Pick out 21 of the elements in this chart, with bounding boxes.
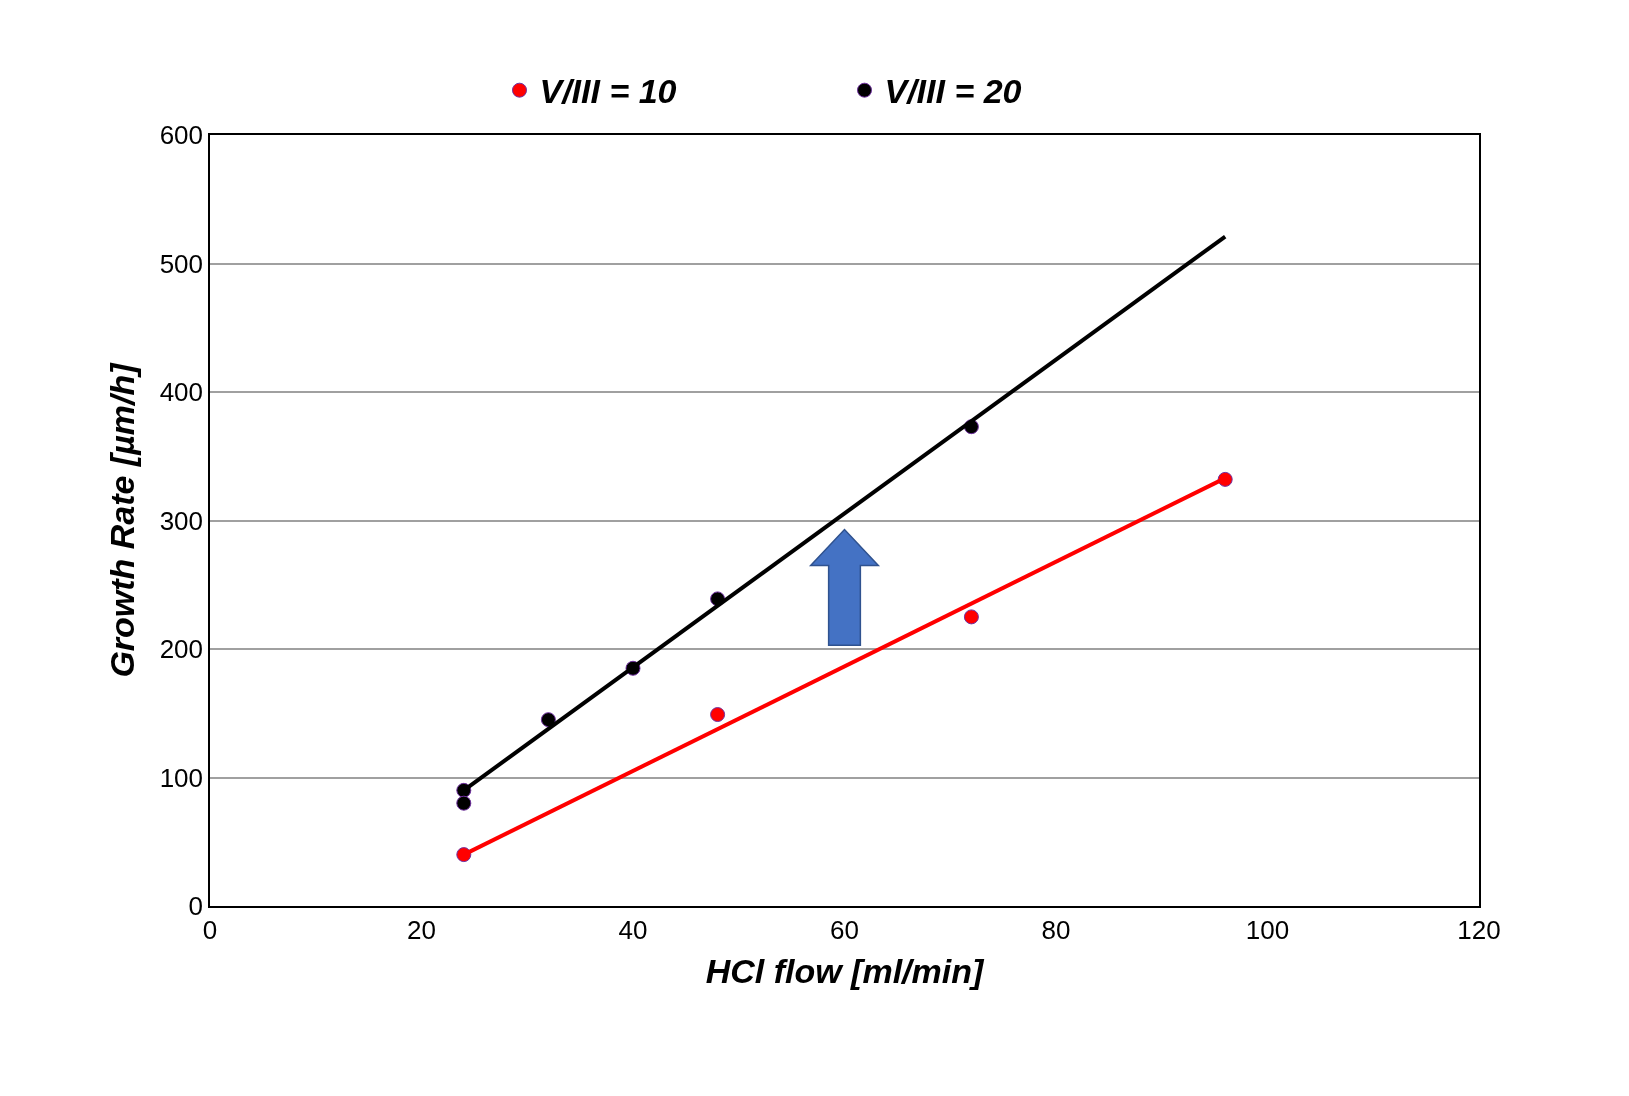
y-tick-label: 0 [188, 891, 204, 922]
x-axis-title: HCl flow [ml/min] [705, 951, 985, 990]
y-tick-label: 300 [159, 505, 204, 536]
x-tick-label: 100 [1245, 914, 1290, 945]
y-tick-label: 400 [159, 377, 204, 408]
point [456, 795, 472, 811]
point [963, 609, 979, 625]
x-tick-label: 60 [830, 914, 859, 945]
y-tick-label: 200 [159, 634, 204, 665]
y-tick-label: 100 [159, 762, 204, 793]
y-axis-title: Growth Rate [µm/h] [102, 361, 141, 678]
x-tick-label: 80 [1041, 914, 1071, 945]
point [540, 712, 556, 728]
point [710, 707, 726, 723]
legend-label: V/III = 10 [539, 72, 677, 111]
y-tick-label: 600 [159, 120, 204, 151]
x-tick-label: 20 [407, 914, 436, 945]
x-tick-label: 120 [1457, 914, 1501, 945]
y-tick-label: 500 [159, 248, 204, 279]
legend-label: V/III = 20 [884, 72, 1022, 111]
x-tick-label: 40 [618, 914, 648, 945]
